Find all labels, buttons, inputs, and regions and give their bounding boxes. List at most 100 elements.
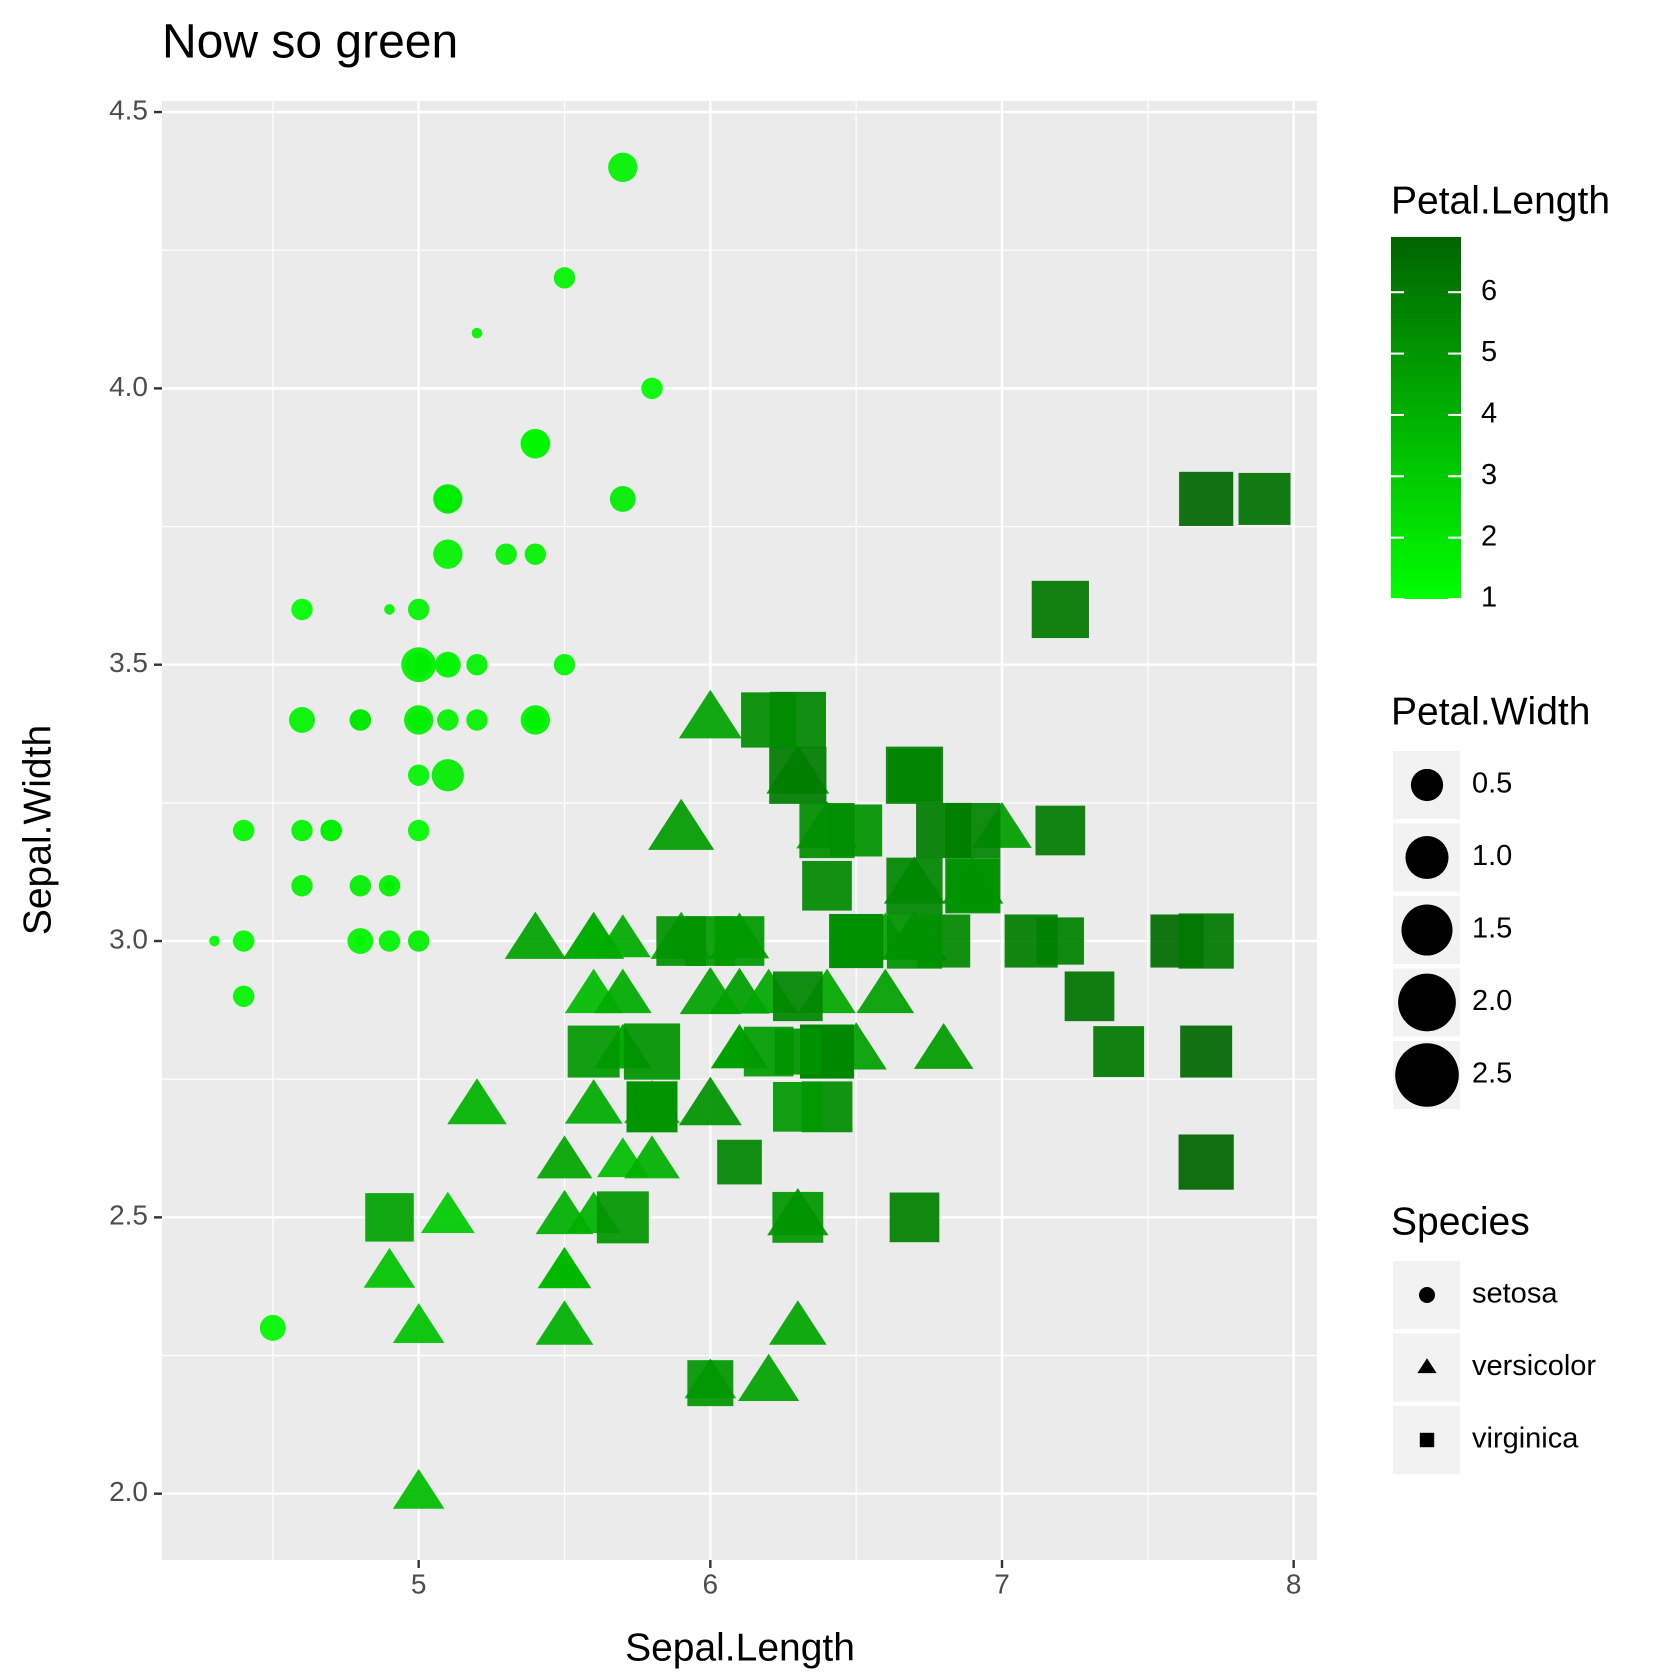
point xyxy=(717,1139,762,1185)
point xyxy=(437,488,459,510)
point xyxy=(913,1023,974,1069)
point xyxy=(291,875,313,897)
point xyxy=(679,966,741,1015)
point xyxy=(403,705,434,735)
point xyxy=(916,802,972,859)
point xyxy=(365,1193,414,1242)
point xyxy=(885,746,944,804)
point xyxy=(407,764,430,786)
point xyxy=(1036,917,1084,965)
point xyxy=(738,1353,800,1402)
point xyxy=(886,913,943,969)
point xyxy=(593,968,652,1014)
legend-symbol xyxy=(1410,768,1444,802)
point xyxy=(420,1191,475,1234)
point xyxy=(1031,580,1089,639)
point xyxy=(232,985,255,1008)
point xyxy=(774,1028,821,1075)
point xyxy=(687,1360,734,1407)
size-legend-title: Petal.Width xyxy=(1391,690,1590,733)
legend-label: 1.0 xyxy=(1472,840,1512,872)
colorbar-label: 1 xyxy=(1481,582,1497,614)
x-axis-title: Sepal.Length xyxy=(625,1626,855,1669)
point xyxy=(1178,913,1234,969)
point xyxy=(678,689,742,739)
y-tick-label: 4.5 xyxy=(109,94,148,125)
colorbar-label: 6 xyxy=(1481,275,1497,307)
legend-label: 2.5 xyxy=(1472,1058,1512,1090)
point xyxy=(209,935,220,947)
point xyxy=(289,707,315,733)
point xyxy=(772,1191,824,1243)
point xyxy=(504,911,566,959)
x-tick-label: 5 xyxy=(411,1568,427,1599)
point xyxy=(378,875,401,897)
point xyxy=(437,709,459,731)
colorbar-label: 4 xyxy=(1481,398,1497,430)
colorbar-label: 5 xyxy=(1481,336,1497,368)
point xyxy=(641,377,663,400)
point xyxy=(648,798,715,850)
shape-legend-title: Species xyxy=(1391,1200,1530,1243)
legend-label: setosa xyxy=(1472,1278,1558,1310)
point xyxy=(466,653,488,676)
point xyxy=(594,914,651,958)
point xyxy=(626,1081,678,1133)
point xyxy=(291,598,313,621)
y-axis-title: Sepal.Width xyxy=(16,725,59,935)
legend-label: 0.5 xyxy=(1472,768,1512,800)
point xyxy=(623,1023,681,1080)
point xyxy=(232,930,255,952)
point xyxy=(564,1079,623,1124)
point xyxy=(1035,805,1086,856)
point xyxy=(802,860,852,911)
point xyxy=(407,819,430,842)
point xyxy=(741,692,797,748)
point xyxy=(772,1081,823,1132)
point xyxy=(1178,1134,1234,1190)
x-tick-label: 7 xyxy=(994,1568,1010,1599)
point xyxy=(535,1300,594,1345)
point xyxy=(407,930,430,952)
point xyxy=(349,709,372,731)
legend-symbol xyxy=(1401,904,1453,956)
point xyxy=(495,543,517,565)
panel xyxy=(162,101,1317,1560)
point xyxy=(291,819,313,842)
point xyxy=(434,651,461,678)
point xyxy=(466,709,488,731)
point xyxy=(830,915,883,968)
point xyxy=(378,930,401,952)
point xyxy=(524,543,547,565)
point xyxy=(624,1135,680,1179)
x-tick-label: 6 xyxy=(703,1568,719,1599)
point xyxy=(392,1468,445,1509)
point xyxy=(1238,472,1291,525)
y-tick-label: 3.5 xyxy=(109,647,148,678)
legend-label: versicolor xyxy=(1472,1350,1596,1382)
point xyxy=(889,1192,940,1243)
chart-title: Now so green xyxy=(162,16,458,69)
point xyxy=(392,1303,445,1343)
legend-symbol xyxy=(1417,1358,1437,1374)
y-tick-label: 4.0 xyxy=(109,371,148,402)
point xyxy=(553,653,576,676)
point xyxy=(320,819,342,842)
point xyxy=(363,1247,416,1288)
point xyxy=(567,1025,620,1078)
point xyxy=(538,1247,591,1288)
point xyxy=(609,485,636,512)
legend-label: virginica xyxy=(1472,1423,1579,1455)
legend-label: 1.5 xyxy=(1472,913,1512,945)
point xyxy=(471,327,483,339)
point xyxy=(656,916,707,966)
point xyxy=(407,598,430,621)
point xyxy=(945,858,1001,914)
point xyxy=(384,604,395,615)
colorbar-label: 3 xyxy=(1481,459,1497,491)
x-tick-label: 8 xyxy=(1286,1568,1302,1599)
colorbar-label: 2 xyxy=(1481,520,1497,552)
point xyxy=(536,1135,593,1179)
point xyxy=(1064,971,1115,1022)
point xyxy=(520,705,551,735)
